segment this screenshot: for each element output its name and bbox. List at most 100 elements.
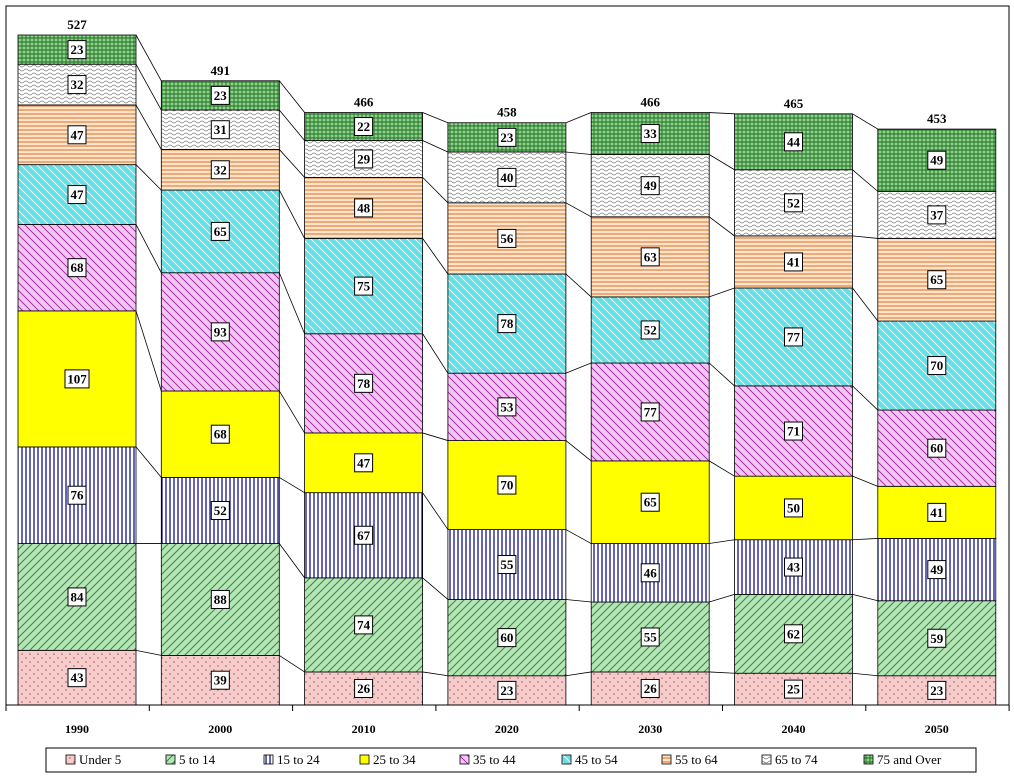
- data-label-box: [354, 373, 374, 393]
- connector-line: [709, 594, 735, 603]
- data-label: 75: [357, 279, 371, 294]
- data-label-box: [210, 322, 230, 342]
- data-label: 76: [71, 488, 85, 503]
- connector-line: [278, 80, 305, 113]
- data-label: 22: [357, 119, 370, 134]
- connector-line: [422, 432, 449, 441]
- data-label-box: [497, 228, 517, 248]
- connector-line: [279, 477, 305, 494]
- x-tick-label: 2000: [208, 722, 232, 736]
- data-label-box: [497, 167, 517, 187]
- data-label: 43: [787, 560, 801, 575]
- connector-line: [708, 460, 735, 477]
- connector-line: [135, 34, 162, 81]
- data-label: 33: [644, 126, 658, 141]
- data-label-box: [927, 438, 947, 458]
- connector-line: [852, 475, 878, 487]
- legend-item-label: 25 to 34: [373, 752, 416, 767]
- connector-line: [422, 492, 449, 530]
- data-label-box: [640, 124, 660, 144]
- connector-line: [852, 594, 878, 602]
- connector-line: [565, 440, 592, 462]
- legend-swatch: [263, 754, 274, 765]
- data-label: 23: [71, 42, 85, 57]
- bar-segment-2020-4: [447, 372, 567, 441]
- data-label-box: [210, 500, 230, 520]
- connector-line: [422, 238, 449, 275]
- data-label-box: [210, 221, 230, 241]
- total-label: 491: [211, 63, 231, 78]
- data-label: 41: [787, 254, 800, 269]
- data-label-box: [67, 485, 87, 505]
- data-label: 74: [357, 617, 371, 632]
- data-label-box: [67, 125, 87, 145]
- legend-swatch: [761, 754, 772, 765]
- data-label: 78: [500, 316, 514, 331]
- data-label-box: [497, 475, 517, 495]
- legend-item-label: 55 to 64: [675, 752, 718, 767]
- data-label: 32: [71, 77, 84, 92]
- data-label: 44: [787, 134, 801, 149]
- data-label: 26: [357, 681, 371, 696]
- connector-line: [708, 154, 735, 171]
- data-label: 23: [500, 683, 514, 698]
- data-label-box: [354, 198, 374, 218]
- data-label-box: [67, 587, 87, 607]
- data-label-box: [640, 627, 660, 647]
- data-label-box: [210, 85, 230, 105]
- data-label: 46: [644, 565, 658, 580]
- connector-line: [422, 577, 449, 600]
- connector-line: [422, 112, 449, 124]
- connector-line: [852, 113, 879, 130]
- connector-line: [278, 272, 305, 334]
- data-label-box: [784, 421, 803, 441]
- connector-line: [135, 64, 162, 111]
- data-label-box: [927, 680, 947, 700]
- total-label: 453: [927, 111, 947, 126]
- data-label: 65: [214, 224, 228, 239]
- data-label-box: [927, 205, 947, 225]
- connector-line: [422, 140, 449, 153]
- connector-line: [709, 112, 735, 115]
- data-label: 93: [214, 324, 228, 339]
- data-label: 49: [930, 153, 944, 168]
- data-label-box: [784, 624, 803, 644]
- legend-item-label: 5 to 14: [179, 752, 216, 767]
- x-tick-label: 2040: [782, 722, 806, 736]
- legend-item-label: 65 to 74: [775, 752, 818, 767]
- legend-item-label: Under 5: [79, 752, 121, 767]
- data-label-box: [927, 356, 947, 376]
- total-label: 465: [784, 96, 804, 111]
- bar-segment-2040-3: [734, 475, 853, 541]
- connector-line: [852, 235, 878, 239]
- data-label: 70: [500, 478, 513, 493]
- data-label-box: [784, 252, 803, 272]
- total-label: 466: [354, 95, 374, 110]
- data-label-box: [210, 160, 230, 180]
- connector-line: [565, 202, 592, 218]
- data-label: 49: [930, 562, 944, 577]
- data-label: 56: [500, 231, 514, 246]
- x-tick-label: 2030: [638, 722, 662, 736]
- legend-item-label: 35 to 44: [473, 752, 516, 767]
- data-label-box: [784, 327, 803, 347]
- connector-line: [278, 189, 305, 239]
- data-label: 65: [930, 272, 944, 287]
- connector-line: [279, 655, 305, 673]
- data-label: 23: [214, 88, 228, 103]
- data-label-box: [927, 270, 947, 290]
- legend-swatch: [359, 754, 370, 765]
- data-label-box: [210, 589, 230, 609]
- data-label: 43: [71, 670, 85, 685]
- connector-line: [565, 671, 592, 677]
- connector-line: [709, 287, 735, 298]
- data-label-box: [640, 320, 660, 340]
- connector-line: [565, 529, 592, 544]
- bar-segment-2010-6: [304, 176, 424, 239]
- data-label-box: [497, 314, 517, 334]
- connector-line: [422, 671, 448, 677]
- connector-line: [852, 287, 879, 322]
- data-label-box: [927, 560, 947, 580]
- data-label-box: [784, 557, 803, 577]
